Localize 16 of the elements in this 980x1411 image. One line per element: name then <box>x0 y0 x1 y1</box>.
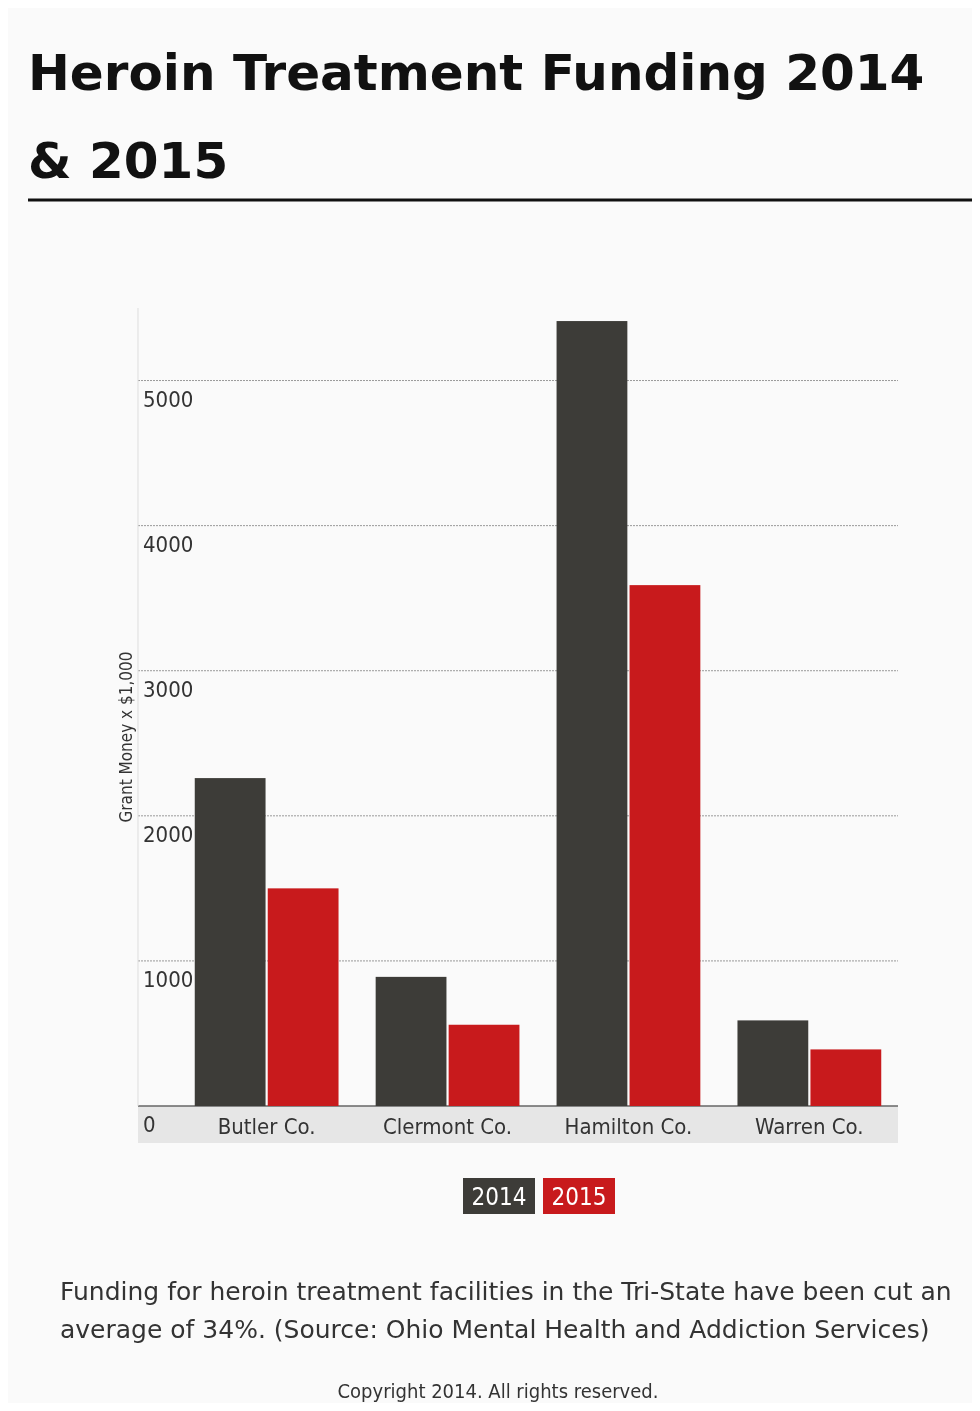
y-tick-label: 3000 <box>143 676 194 702</box>
y-tick-label: 0 <box>143 1112 156 1137</box>
x-tick-label: Clermont Co. <box>383 1114 513 1139</box>
y-axis-title: Grant Money x $1,000 <box>116 651 136 823</box>
text: 2015 <box>551 1183 607 1211</box>
x-tick-label: Warren Co. <box>755 1114 864 1139</box>
text: 2014 <box>471 1183 527 1211</box>
y-tick-label: 2000 <box>143 821 194 847</box>
x-tick-label: Hamilton Co. <box>564 1114 693 1139</box>
x-tick-label: Butler Co. <box>217 1114 316 1139</box>
y-tick-label: 5000 <box>143 386 194 412</box>
chart-title: Heroin Treatment Funding 2014 & 2015 <box>28 44 925 190</box>
text: Copyright 2014. All rights reserved. <box>337 1379 659 1403</box>
text: Funding for heroin treatment facilities in the Tri-State have been cut an average of 34%. (Source: Ohio Mental Health and Addiction Services) <box>60 1277 952 1344</box>
y-tick-label: 1000 <box>143 966 194 992</box>
y-tick-label: 4000 <box>143 531 194 557</box>
